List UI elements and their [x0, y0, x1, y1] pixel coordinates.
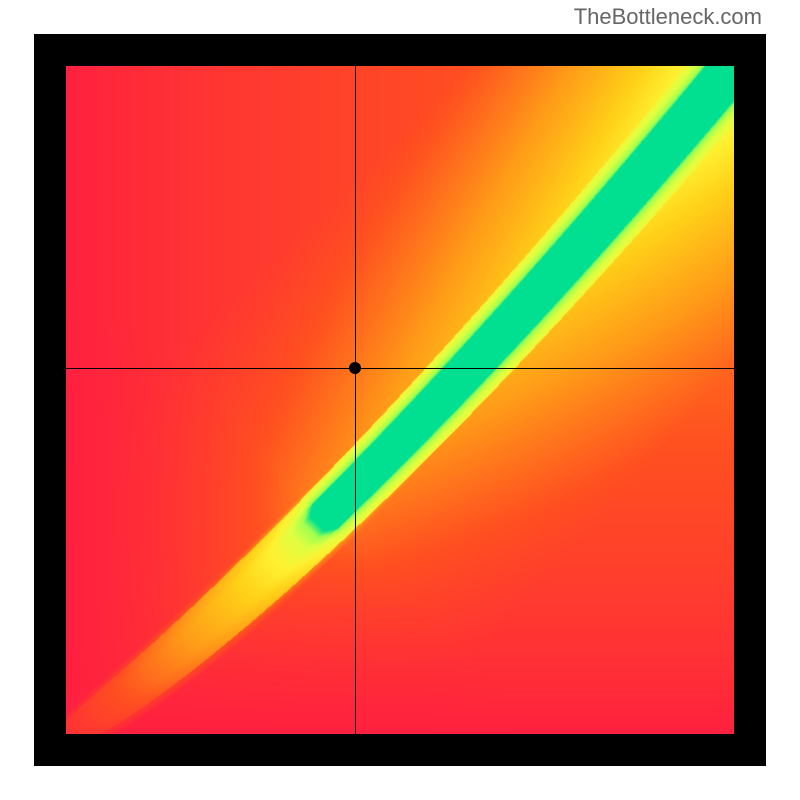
attribution-text: TheBottleneck.com	[574, 4, 762, 30]
bottleneck-heatmap	[66, 66, 734, 734]
crosshair-vertical	[355, 66, 356, 734]
marker-dot	[349, 362, 361, 374]
crosshair-horizontal	[66, 368, 734, 369]
chart-frame	[34, 34, 766, 766]
